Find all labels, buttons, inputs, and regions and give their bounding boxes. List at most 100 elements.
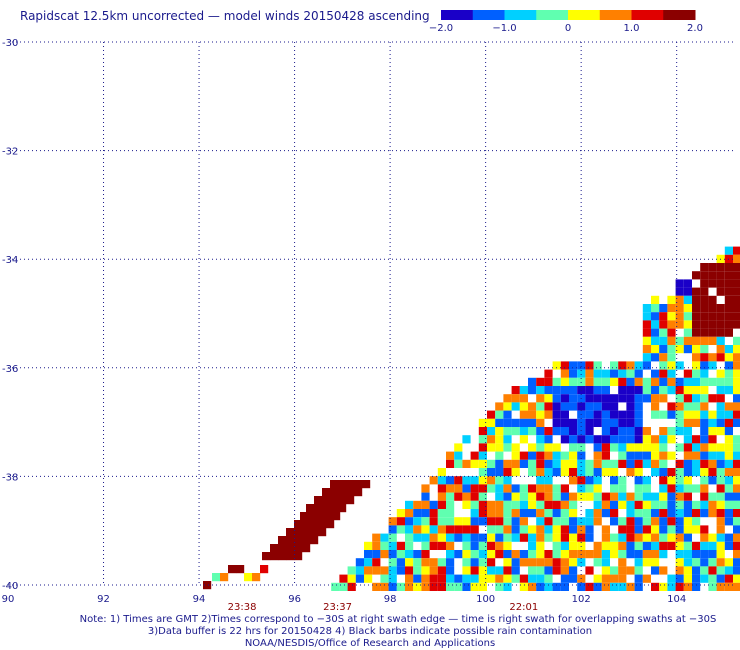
swath-cell: [503, 533, 512, 542]
swath-cell: [634, 541, 643, 550]
swath-cell: [724, 279, 733, 288]
colorbar-segment: [540, 10, 545, 20]
swath-cell: [724, 509, 733, 518]
swath-cell: [724, 402, 733, 411]
colorbar-tick-label: −1.0: [492, 23, 516, 34]
swath-cell: [495, 476, 504, 485]
swath-cell: [601, 435, 610, 444]
colorbar-segment: [476, 10, 482, 20]
swath-cell: [683, 320, 692, 329]
swath-cell: [700, 550, 709, 559]
swath-cell: [634, 476, 643, 485]
swath-cell: [708, 410, 717, 419]
swath-cell: [708, 558, 717, 567]
swath-cell: [544, 410, 553, 419]
swath-cell: [552, 566, 561, 575]
swath-cell: [659, 435, 668, 444]
swath-cell: [503, 574, 512, 583]
swath-cell: [667, 336, 676, 345]
swath-cell: [544, 459, 553, 468]
swath-cell: [716, 336, 725, 345]
swath-cell: [495, 541, 504, 550]
swath-cell: [659, 312, 668, 321]
swath-cell: [634, 377, 643, 386]
swath-cell: [560, 574, 569, 583]
swath-cell: [286, 528, 295, 537]
swath-cell: [330, 480, 339, 489]
swath-cell: [302, 520, 311, 529]
swath-cell: [437, 533, 446, 542]
swath-cell: [354, 480, 363, 489]
colorbar-segment: [615, 10, 621, 20]
note-line-1: Note: 1) Times are GMT 2)Times correspon…: [79, 614, 717, 625]
swath-cell: [429, 558, 438, 567]
swath-cell: [413, 500, 422, 509]
swath-cell: [569, 574, 578, 583]
swath-cell: [544, 533, 553, 542]
swath-cell: [724, 312, 733, 321]
swath-cell: [618, 582, 627, 591]
colorbar-segment: [560, 10, 565, 20]
swath-cell: [560, 427, 569, 436]
swath-cell: [651, 541, 660, 550]
swath-cell: [478, 533, 487, 542]
swath-cell: [683, 287, 692, 296]
swath-cell: [659, 336, 668, 345]
swath-cell: [511, 386, 520, 395]
swath-cell: [462, 541, 471, 550]
colorbar-segment: [556, 10, 561, 20]
swath-cell: [487, 418, 496, 427]
swath-cell: [692, 312, 701, 321]
swath-cell: [675, 345, 684, 354]
swath-cell: [405, 509, 414, 518]
colorbar-segment: [528, 10, 533, 20]
swath-cell: [478, 574, 487, 583]
swath-cell: [634, 517, 643, 526]
swath-cell: [683, 500, 692, 509]
swath-cell: [733, 279, 740, 288]
swath-cell: [429, 509, 438, 518]
swath-cell: [675, 410, 684, 419]
swath-cell: [700, 361, 709, 370]
swath-cell: [462, 492, 471, 501]
swath-cell: [552, 443, 561, 452]
swath-cell: [446, 476, 455, 485]
swath-cell: [569, 517, 578, 526]
swath-cell: [552, 377, 561, 386]
swath-cell: [683, 443, 692, 452]
swath-cell: [610, 410, 619, 419]
colorbar-segment: [571, 10, 577, 20]
swath-cell: [212, 573, 221, 582]
swath-cell: [413, 566, 422, 575]
swath-cell: [270, 552, 279, 561]
swath-cell: [536, 410, 545, 419]
swath-cell: [667, 476, 676, 485]
swath-cell: [503, 550, 512, 559]
swath-cell: [716, 386, 725, 395]
swath-cell: [651, 566, 660, 575]
swath-cell: [651, 369, 660, 378]
swath-cell: [470, 451, 479, 460]
swath-cell: [675, 500, 684, 509]
swath-cell: [642, 500, 651, 509]
swath-cell: [437, 574, 446, 583]
swath-cell: [405, 525, 414, 534]
swath-cell: [651, 295, 660, 304]
swath-cell: [560, 500, 569, 509]
swath-cell: [708, 500, 717, 509]
swath-cell: [495, 517, 504, 526]
swath-cell: [536, 468, 545, 477]
swath-cell: [560, 566, 569, 575]
swath-cell: [675, 402, 684, 411]
swath-cell: [675, 459, 684, 468]
swath-cell: [544, 566, 553, 575]
swath-cell: [716, 320, 725, 329]
swath-cell: [708, 394, 717, 403]
swath-cell: [733, 418, 740, 427]
swath-cell: [519, 435, 528, 444]
swath-cell: [692, 336, 701, 345]
y-tick-label: -34: [2, 255, 18, 266]
swath-cell: [642, 427, 651, 436]
swath-cell: [364, 566, 373, 575]
swath-cell: [626, 459, 635, 468]
